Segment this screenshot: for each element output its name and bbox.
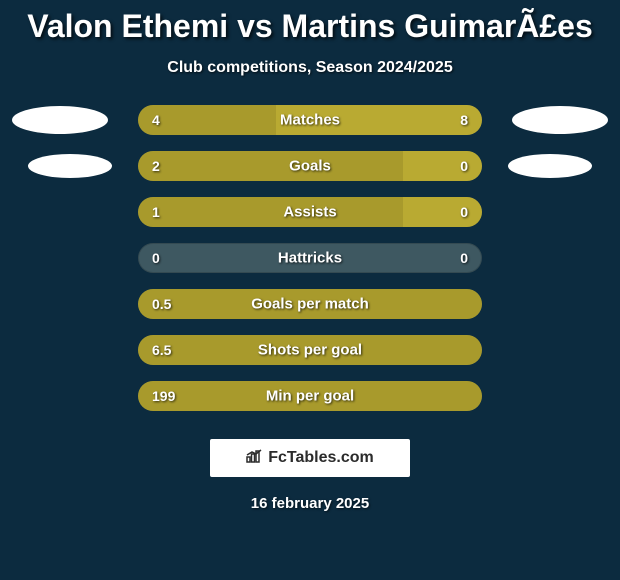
fill-left <box>138 335 482 365</box>
stat-rows: 48Matches20Goals10Assists00Hattricks0.5G… <box>0 105 620 411</box>
fill-right <box>403 197 482 227</box>
stat-row: 199Min per goal <box>0 381 620 411</box>
date-text: 16 february 2025 <box>0 495 620 512</box>
stat-row: 10Assists <box>0 197 620 227</box>
value-left: 1 <box>152 204 160 220</box>
player-marker-left <box>28 154 112 178</box>
fill-left <box>138 197 403 227</box>
chart-icon <box>246 449 264 467</box>
fill-right <box>403 151 482 181</box>
stat-track: 10Assists <box>138 197 482 227</box>
stat-track: 0.5Goals per match <box>138 289 482 319</box>
value-right: 0 <box>460 158 468 174</box>
fill-left <box>138 289 482 319</box>
player-marker-right <box>512 106 608 134</box>
comparison-card: Valon Ethemi vs Martins GuimarÃ£es Club … <box>0 0 620 580</box>
stat-row: 0 0Hattricks <box>0 243 620 273</box>
fill-left <box>138 151 403 181</box>
stat-track: 199Min per goal <box>138 381 482 411</box>
player-marker-right <box>508 154 592 178</box>
value-left: 6.5 <box>152 342 171 358</box>
page-title: Valon Ethemi vs Martins GuimarÃ£es <box>0 8 620 45</box>
value-right: 0 <box>460 204 468 220</box>
stat-track: 6.5Shots per goal <box>138 335 482 365</box>
fill-right <box>276 105 482 135</box>
stat-row: 48Matches <box>0 105 620 135</box>
stat-label: Hattricks <box>138 250 482 267</box>
stat-row: 6.5Shots per goal <box>0 335 620 365</box>
fill-left <box>138 381 482 411</box>
value-left: 199 <box>152 388 175 404</box>
stat-row: 0.5Goals per match <box>0 289 620 319</box>
stat-row: 20Goals <box>0 151 620 181</box>
stat-track: 0 0Hattricks <box>138 243 482 273</box>
stat-track: 20Goals <box>138 151 482 181</box>
brand-text: FcTables.com <box>268 449 374 467</box>
value-right: 8 <box>460 112 468 128</box>
value-right: 0 <box>460 250 468 266</box>
value-left: 4 <box>152 112 160 128</box>
value-left: 0 <box>152 250 160 266</box>
value-left: 2 <box>152 158 160 174</box>
stat-track: 48Matches <box>138 105 482 135</box>
value-left: 0.5 <box>152 296 171 312</box>
subtitle: Club competitions, Season 2024/2025 <box>0 59 620 77</box>
player-marker-left <box>12 106 108 134</box>
brand-badge: FcTables.com <box>210 439 410 477</box>
